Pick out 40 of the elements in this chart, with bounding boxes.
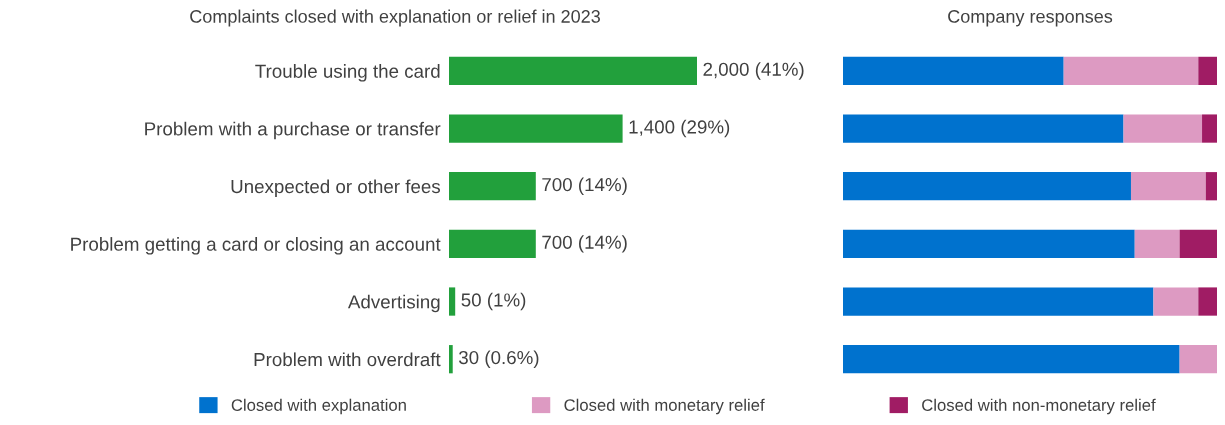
chart-title: Complaints closed with explanation or relief in 2023	[190, 9, 600, 27]
bar	[1063, 56, 1199, 86]
bar	[449, 229, 536, 259]
bar	[449, 287, 456, 316]
y-tick-label: Problem getting a card or closing an account	[71, 237, 441, 255]
y-tick-label: Advertising	[347, 294, 440, 313]
bar	[1130, 172, 1206, 201]
y-tick-label: Problem with overdraft	[254, 352, 441, 367]
y-tick-label: Trouble using the card	[255, 64, 440, 82]
data-label: 700 (14%)	[542, 177, 627, 195]
bar	[1153, 287, 1199, 316]
bar	[1123, 114, 1203, 143]
bar	[1179, 345, 1217, 374]
data-label: 700 (14%)	[542, 235, 627, 253]
bar	[449, 345, 453, 374]
bar	[1198, 56, 1217, 86]
data-label: 2,000 (41%)	[703, 62, 804, 80]
chart-title: Company responses	[948, 10, 1113, 27]
data-label: 1,400 (29%)	[629, 119, 730, 138]
bar	[843, 172, 1131, 201]
bar	[843, 229, 1135, 259]
bar	[449, 56, 697, 86]
bar	[1198, 287, 1217, 316]
bar	[1202, 114, 1217, 143]
bar	[1134, 229, 1180, 259]
data-label: 30 (0.6%)	[458, 350, 539, 368]
legend-label: Closed with monetary relief	[564, 398, 765, 415]
bar	[843, 56, 1064, 86]
bar	[843, 287, 1154, 316]
legend-label: Closed with explanation	[231, 398, 406, 415]
bar	[449, 172, 536, 201]
data-label: 50 (1%)	[461, 292, 526, 311]
bar	[843, 345, 1180, 374]
y-tick-label: Unexpected or other fees	[231, 179, 441, 197]
bar	[1205, 172, 1217, 201]
bar	[843, 114, 1124, 143]
y-tick-label: Problem with a purchase or transfer	[145, 121, 441, 140]
bar	[449, 114, 623, 143]
legend-label: Closed with non-monetary relief	[922, 398, 1156, 415]
bar	[1179, 229, 1217, 259]
